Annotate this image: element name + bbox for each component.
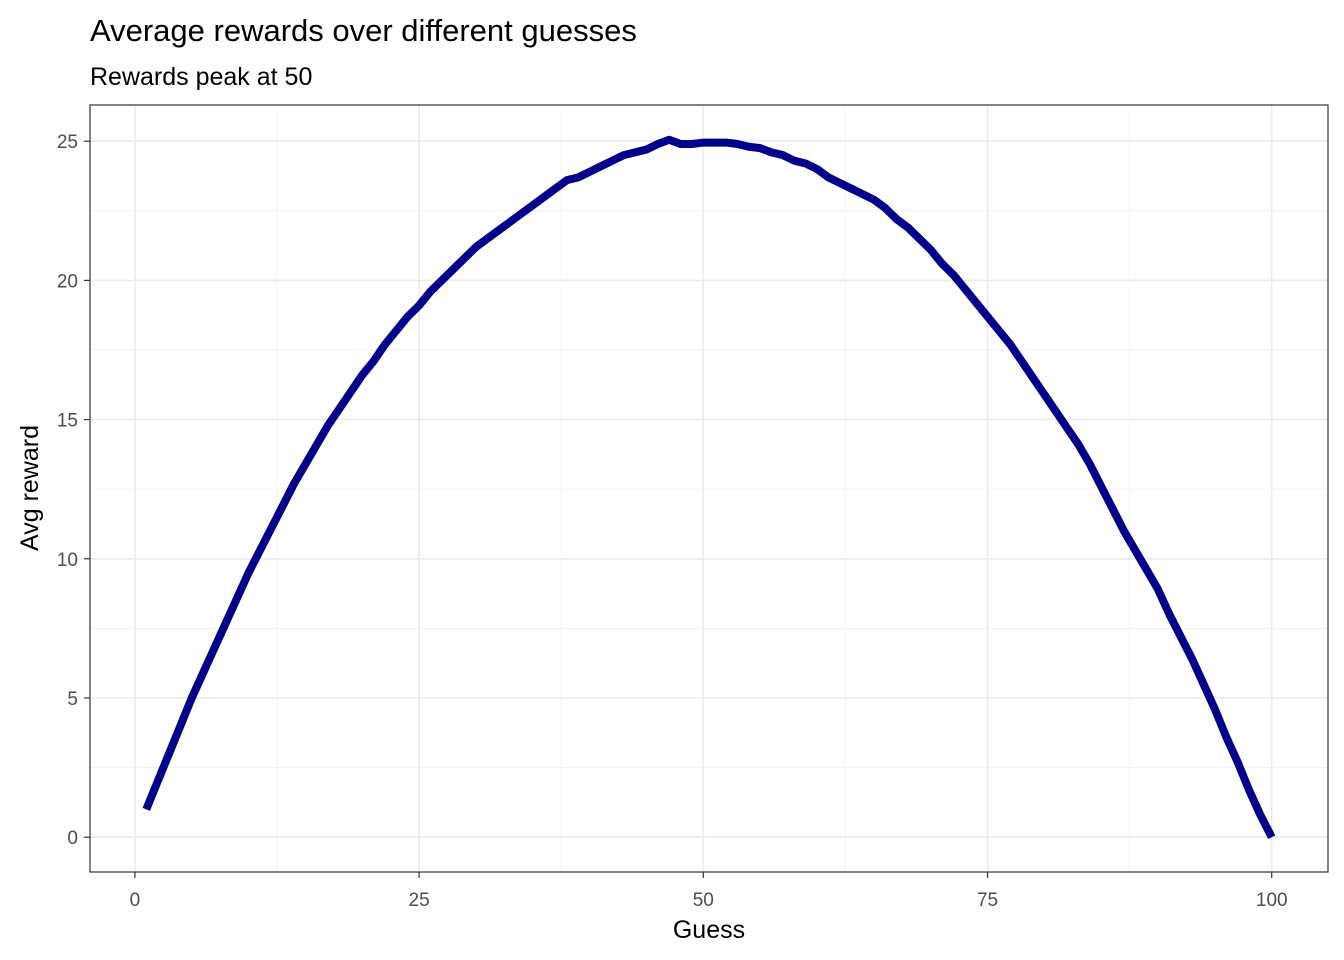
- x-tick-label: 0: [130, 890, 141, 911]
- x-tick-label: 25: [409, 890, 430, 911]
- minor-gridlines: [90, 105, 1328, 872]
- y-tick-label: 5: [67, 689, 78, 710]
- x-tick-label: 50: [693, 890, 714, 911]
- y-tick-label: 15: [57, 411, 78, 432]
- series-line: [142, 135, 1276, 840]
- y-axis-title: Avg reward: [16, 425, 44, 551]
- y-axis: 0 5 10 15 20 25: [57, 132, 90, 849]
- series-layer: [142, 135, 1276, 840]
- x-axis-title: Guess: [673, 916, 745, 944]
- chart-subtitle: Rewards peak at 50: [90, 63, 312, 91]
- x-axis: 0 25 50 75 100: [130, 872, 1288, 911]
- plot-panel: [89, 104, 1329, 873]
- y-tick-label: 20: [57, 271, 78, 292]
- x-tick-label: 100: [1256, 890, 1288, 911]
- major-gridlines: [90, 105, 1328, 872]
- x-tick-label: 75: [977, 890, 998, 911]
- chart-title: Average rewards over different guesses: [90, 13, 637, 48]
- y-tick-label: 0: [67, 828, 78, 849]
- y-tick-label: 25: [57, 132, 78, 153]
- y-tick-label: 10: [57, 550, 78, 571]
